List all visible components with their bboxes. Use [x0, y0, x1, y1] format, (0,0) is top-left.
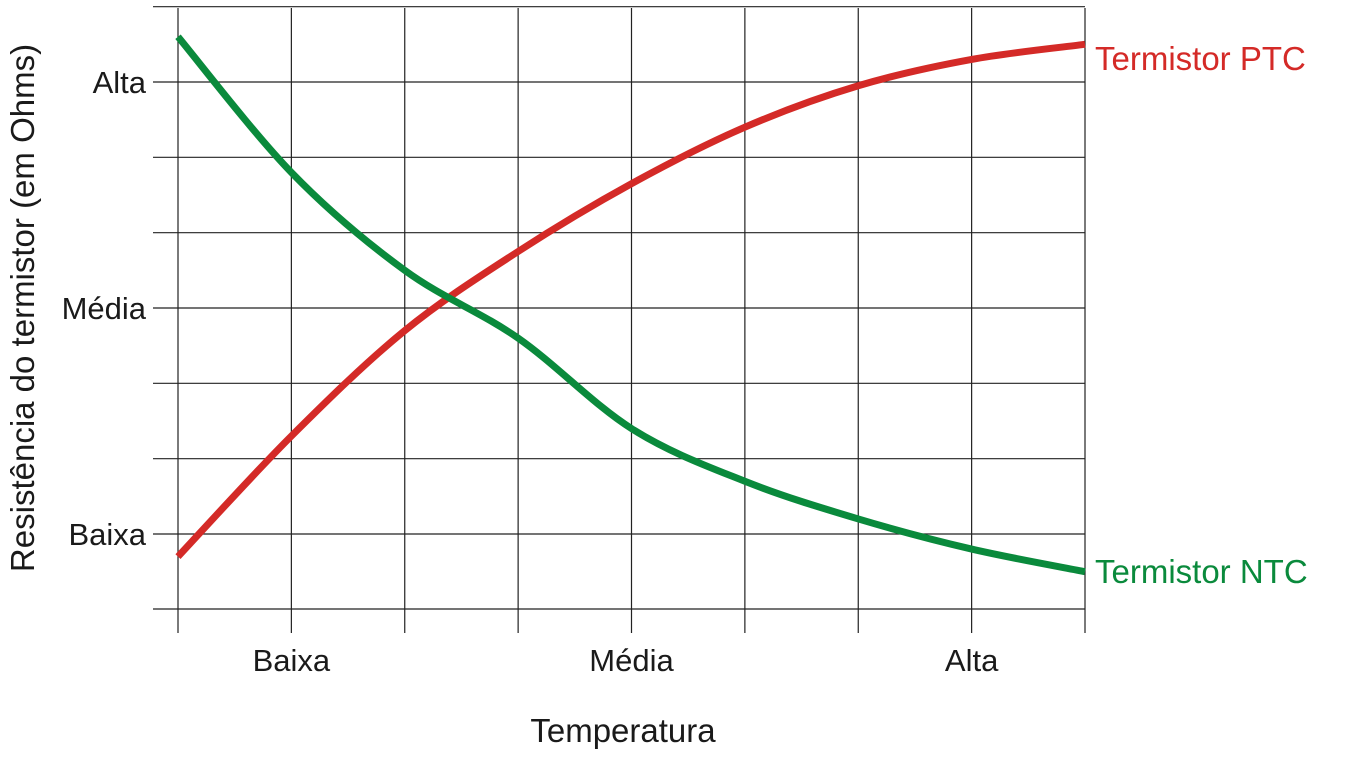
series-line-ntc — [175, 34, 1086, 576]
series-line-ptc — [175, 40, 1086, 559]
y-axis-title: Resistência do termistor (em Ohms) — [4, 44, 41, 572]
series-layer — [175, 34, 1086, 576]
y-tick-label: Média — [62, 291, 147, 326]
x-tick-label: Alta — [945, 643, 999, 678]
grid — [153, 6, 1086, 633]
x-axis-title: Temperatura — [530, 712, 716, 749]
series-label-ntc: Termistor NTC — [1095, 553, 1308, 590]
x-tick-label: Média — [589, 643, 674, 678]
tick-labels: Baixa Média Alta Alta Média Baixa — [62, 65, 1000, 678]
y-tick-label: Baixa — [68, 517, 146, 552]
y-tick-label: Alta — [93, 65, 147, 100]
series-label-ptc: Termistor PTC — [1095, 40, 1306, 77]
x-tick-label: Baixa — [253, 643, 331, 678]
